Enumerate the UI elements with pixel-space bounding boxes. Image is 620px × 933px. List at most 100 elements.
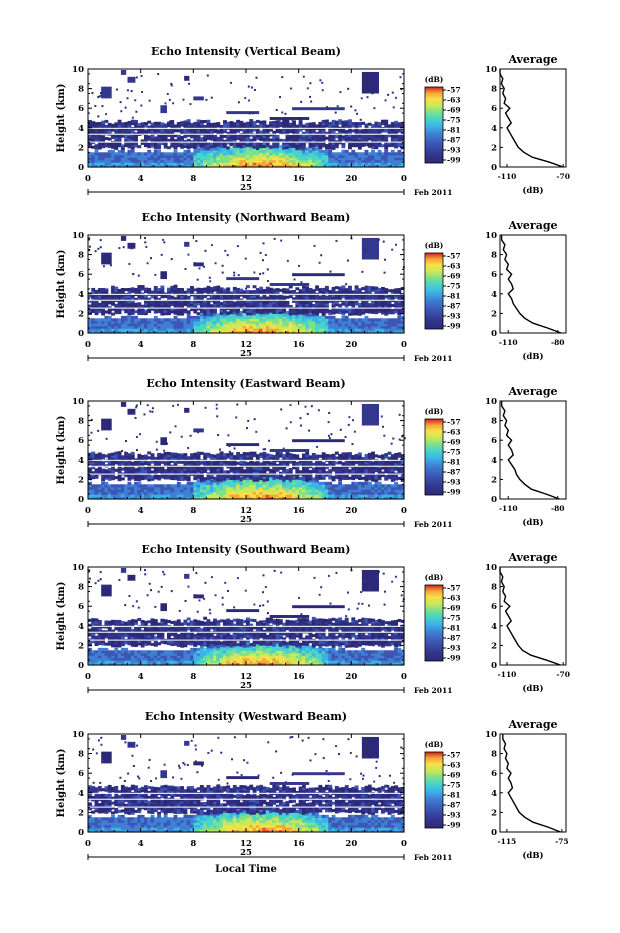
avg-y-tick-label: 0 (491, 163, 497, 173)
echo-speckle (116, 89, 118, 91)
echo-speckle (309, 82, 311, 84)
x-tick-label: 0 (401, 340, 407, 350)
avg-x-tick-label: -80 (551, 338, 565, 347)
echo-cell (183, 453, 187, 456)
echo-speckle (91, 92, 93, 94)
echo-speckle (169, 99, 171, 101)
panel-1: Echo Intensity (Vertical Beam)0246810Hei… (56, 45, 570, 197)
echo-speckle (132, 121, 134, 123)
echo-speckle (294, 278, 296, 280)
echo-speckle (144, 241, 146, 243)
echo-cell (341, 143, 345, 146)
heatmap-field (88, 70, 405, 168)
echo-speckle (245, 258, 247, 260)
echo-speckle (222, 265, 224, 267)
echo-cell (384, 120, 388, 123)
echo-speckle (387, 94, 389, 96)
echo-gap (88, 308, 404, 309)
echo-gap (88, 128, 404, 129)
echo-speckle (103, 265, 105, 267)
echo-speckle (287, 260, 289, 262)
x-tick-label: 4 (138, 340, 144, 350)
echo-speckle (132, 273, 134, 275)
echo-speckle (300, 281, 302, 283)
colorbar-tick-label: -75 (447, 116, 461, 125)
echo-speckle (350, 106, 352, 108)
y-tick-label: 0 (78, 329, 84, 339)
echo-cell (137, 145, 141, 148)
echo-speckle (378, 239, 380, 241)
colorbar-tick-label: -57 (447, 86, 461, 95)
echo-patch (362, 238, 379, 260)
chart-title: Echo Intensity (Northward Beam) (142, 211, 351, 224)
echo-speckle (373, 107, 375, 109)
chart-title: Echo Intensity (Eastward Beam) (146, 377, 345, 390)
echo-speckle (195, 240, 197, 242)
echo-speckle (197, 279, 199, 281)
y-tick-label: 2 (78, 309, 84, 319)
echo-cell (174, 285, 178, 288)
echo-speckle (190, 289, 192, 291)
echo-speckle (127, 97, 129, 99)
colorbar-tick-label: -63 (447, 262, 461, 271)
echo-speckle (88, 237, 90, 239)
x-tick-label: 8 (190, 174, 196, 184)
month-label: Feb 2011 (414, 188, 452, 197)
avg-y-tick-label: 6 (491, 104, 497, 114)
echo-speckle (215, 262, 217, 264)
echo-speckle (326, 106, 328, 108)
echo-speckle (314, 245, 316, 247)
y-tick-label: 0 (78, 163, 84, 173)
average-frame (500, 69, 566, 167)
echo-speckle (211, 244, 213, 246)
x-tick-label: 16 (293, 174, 305, 184)
echo-speckle (319, 79, 321, 81)
colorbar-tick-label: -69 (447, 106, 461, 115)
y-tick-label: 10 (72, 65, 84, 75)
echo-speckle (348, 122, 350, 124)
echo-speckle (262, 259, 264, 261)
echo-patch (184, 76, 189, 81)
echo-speckle (244, 97, 246, 99)
echo-speckle (335, 240, 337, 242)
echo-speckle (303, 76, 305, 78)
heatmap-field (88, 402, 406, 500)
avg-y-tick-label: 10 (485, 231, 497, 241)
echo-speckle (280, 240, 282, 242)
avg-x-axis-label: (dB) (522, 351, 543, 362)
avg-y-tick-label: 4 (491, 124, 497, 134)
echo-speckle (89, 246, 91, 248)
echo-speckle (157, 73, 159, 75)
echo-speckle (267, 268, 269, 270)
echo-speckle (233, 272, 235, 274)
echo-patch (121, 236, 126, 241)
colorbar-tick-label: -81 (447, 292, 461, 301)
echo-patch (362, 72, 379, 94)
colorbar-tick-label: -87 (447, 136, 461, 145)
echo-speckle (347, 88, 349, 90)
avg-y-tick-label: 8 (491, 251, 497, 261)
echo-cell (295, 454, 299, 457)
echo-speckle (150, 257, 152, 259)
x-tick-label: 20 (345, 340, 357, 350)
echo-speckle (149, 100, 151, 102)
echo-speckle (320, 254, 322, 256)
colorbar-tick-label: -93 (447, 146, 461, 155)
colorbar-tick-label: -87 (447, 302, 461, 311)
echo-patch (184, 242, 189, 247)
echo-speckle (100, 246, 102, 248)
echo-cell (160, 286, 164, 289)
echo-cell (134, 120, 138, 123)
echo-speckle (182, 99, 184, 101)
echo-cell (262, 120, 266, 123)
echo-speckle (141, 91, 143, 93)
echo-patch (121, 70, 126, 75)
echo-patch (270, 283, 310, 286)
echo-patch (270, 117, 310, 120)
echo-cell (230, 452, 234, 455)
echo-speckle (364, 250, 366, 252)
echo-speckle (284, 113, 286, 115)
